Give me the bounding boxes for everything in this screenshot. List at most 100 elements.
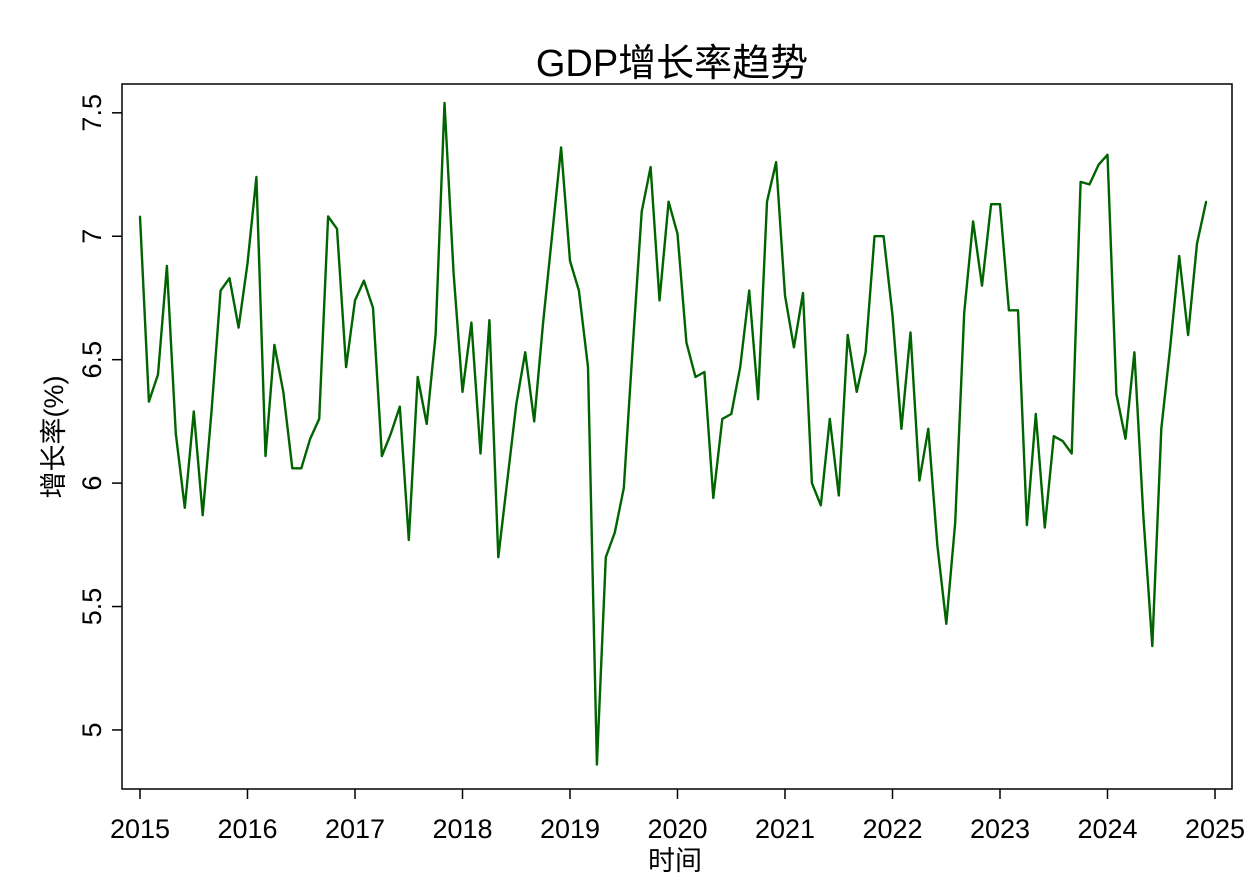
data-point [407, 538, 410, 541]
data-point [156, 373, 159, 376]
x-tick-label: 2025 [1185, 814, 1245, 844]
x-tick-label: 2015 [110, 814, 170, 844]
data-point [506, 479, 509, 482]
data-point [282, 390, 285, 393]
data-point [828, 417, 831, 420]
x-tick-label: 2018 [432, 814, 492, 844]
data-point [542, 321, 545, 324]
data-point [712, 496, 715, 499]
x-axis: 2015 2016 2017 2018 2019 2020 2021 2022 2023 2024… [110, 789, 1245, 844]
data-point [622, 487, 625, 490]
data-point [201, 514, 204, 517]
gdp-growth-series-line [138, 101, 1208, 766]
data-point [613, 531, 616, 534]
data-point [667, 200, 670, 203]
y-tick-label: 7.5 [77, 94, 107, 132]
y-tick-label: 7 [77, 229, 107, 244]
data-point [497, 556, 500, 559]
data-point [604, 556, 607, 559]
x-tick-label: 2016 [217, 814, 277, 844]
y-tick-label: 5.5 [77, 588, 107, 626]
data-point [739, 366, 742, 369]
y-tick-label: 6.5 [77, 341, 107, 379]
data-point [1142, 514, 1145, 517]
data-point [846, 333, 849, 336]
data-point [416, 375, 419, 378]
data-point [900, 427, 903, 430]
data-point [246, 262, 249, 265]
data-point [873, 235, 876, 238]
data-point [1115, 393, 1118, 396]
data-point [362, 279, 365, 282]
data-point [1052, 435, 1055, 438]
data-point [631, 346, 634, 349]
data-point [927, 427, 930, 430]
data-point [524, 351, 527, 354]
x-axis-title: 时间 [648, 846, 702, 876]
data-point [461, 390, 464, 393]
x-tick-label: 2019 [540, 814, 600, 844]
x-tick-label: 2021 [755, 814, 815, 844]
data-point [801, 292, 804, 295]
data-point [183, 506, 186, 509]
data-point [640, 210, 643, 213]
data-point [380, 454, 383, 457]
data-point [354, 299, 356, 302]
data-point [757, 398, 760, 401]
data-point [1088, 183, 1091, 186]
y-axis-title: 增长率(%) [39, 376, 69, 499]
data-point [210, 408, 213, 411]
x-tick-label: 2017 [325, 814, 385, 844]
chart-title: GDP增长率趋势 [536, 43, 808, 85]
data-point [255, 175, 258, 178]
data-point [165, 264, 168, 267]
data-point [309, 437, 312, 440]
data-point [551, 235, 554, 238]
data-point [237, 326, 240, 329]
data-point [1043, 526, 1046, 529]
data-point [1133, 351, 1136, 354]
data-point [425, 422, 428, 425]
data-point [721, 417, 724, 420]
data-point [1205, 200, 1208, 203]
data-point [327, 215, 330, 218]
data-point [452, 272, 455, 275]
data-point [1169, 346, 1172, 349]
data-point [945, 622, 948, 625]
data-point [219, 289, 222, 292]
data-point [228, 277, 231, 280]
data-point [443, 101, 446, 104]
data-point [1070, 452, 1073, 455]
data-point [488, 319, 491, 322]
data-point [560, 146, 563, 149]
data-points [139, 101, 1208, 766]
data-point [784, 294, 786, 297]
data-point [470, 321, 473, 324]
data-point [1034, 412, 1037, 415]
data-point [676, 232, 679, 235]
data-point [775, 161, 778, 164]
y-tick-label: 6 [77, 476, 107, 491]
data-point [139, 215, 141, 218]
data-point [748, 289, 751, 292]
data-point [569, 259, 571, 262]
data-point [810, 482, 813, 485]
data-point [963, 311, 966, 314]
data-point [792, 346, 795, 349]
data-point [972, 220, 975, 223]
data-point [586, 366, 589, 369]
data-point [981, 284, 984, 287]
data-point [273, 343, 276, 346]
data-point [936, 543, 939, 546]
data-point [1097, 163, 1100, 166]
data-point [990, 203, 993, 206]
data-point [371, 306, 374, 309]
data-point [479, 452, 482, 455]
data-point [147, 400, 150, 403]
x-tick-label: 2024 [1077, 814, 1137, 844]
data-point [649, 166, 652, 169]
data-point [1079, 180, 1082, 183]
data-point [434, 333, 437, 336]
data-point [1196, 242, 1199, 245]
data-point [694, 375, 697, 378]
